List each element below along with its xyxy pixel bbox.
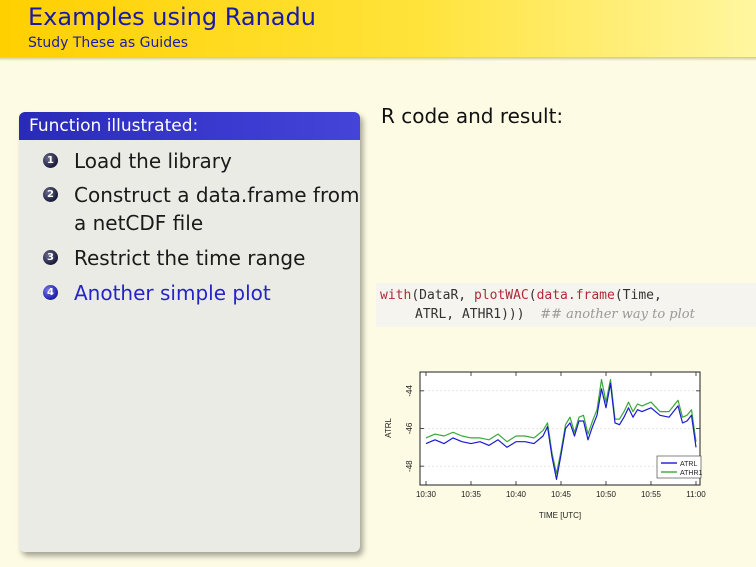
x-tick-label: 10:50 — [596, 490, 617, 499]
slide-header: Examples using Ranadu Study These as Gui… — [0, 0, 756, 57]
slide-subtitle: Study These as Guides — [28, 35, 188, 51]
x-tick-label: 10:30 — [416, 490, 437, 499]
slide-title: Examples using Ranadu — [28, 3, 316, 31]
code-line-1: with(DataR, plotWAC(data.frame(Time, — [380, 288, 662, 303]
code-text: (Time, — [614, 288, 662, 303]
legend: ATRL ATHR1 — [656, 455, 703, 479]
function-block: Function illustrated: 1 Load the library… — [19, 112, 360, 552]
list-item-text: a netCDF file — [74, 211, 204, 235]
list-item-text[interactable]: Another simple plot — [74, 281, 271, 305]
code-text: ( — [528, 288, 537, 303]
series-line-athr1 — [425, 378, 697, 475]
block-title: Function illustrated: — [29, 116, 199, 136]
y-axis-label: ATRL — [384, 418, 393, 438]
x-tick-label: 11:00 — [686, 490, 706, 499]
list-item-text: Restrict the time range — [74, 246, 306, 270]
list-item-text: Load the library — [74, 149, 232, 173]
list-item-text: Construct a data.frame from — [74, 183, 360, 207]
code-text: (DataR, — [411, 288, 474, 303]
y-tick-label: -44 — [405, 385, 414, 397]
atrl-time-series-chart: 10:30 10:35 10:40 10:45 10:50 10:55 11:00 -44 -… — [384, 371, 706, 520]
item-number-badge: 4 — [43, 285, 58, 300]
x-tick-label: 10:45 — [551, 490, 572, 499]
legend-label-atrl: ATRL — [680, 461, 697, 468]
x-tick-label: 10:40 — [506, 490, 527, 499]
item-number-badge: 1 — [43, 153, 58, 168]
code-function: plotWAC — [473, 288, 529, 303]
header-shadow — [0, 57, 756, 61]
rcode-heading: R code and result: — [381, 104, 564, 128]
y-tick-label: -46 — [405, 422, 414, 434]
code-function: with — [380, 288, 412, 303]
code-text: ATRL, ATHR1))) — [415, 307, 525, 322]
legend-label-athr1: ATHR1 — [680, 470, 703, 477]
x-axis-label: TIME [UTC] — [539, 511, 581, 520]
item-number-badge: 2 — [43, 187, 58, 202]
code-block: with(DataR, plotWAC(data.frame(Time, ATR… — [376, 283, 756, 327]
x-tick-label: 10:55 — [641, 490, 662, 499]
item-number-badge: 3 — [43, 250, 58, 265]
block-title-bar: Function illustrated: — [19, 112, 360, 140]
x-tick-label: 10:35 — [461, 490, 482, 499]
code-comment: ## another way to plot — [540, 307, 695, 322]
y-tick-label: -48 — [405, 460, 414, 472]
code-line-2: ATRL, ATHR1))) ## another way to plot — [415, 307, 695, 322]
series-line-atrl — [425, 382, 697, 481]
code-function: data.frame — [536, 288, 615, 303]
